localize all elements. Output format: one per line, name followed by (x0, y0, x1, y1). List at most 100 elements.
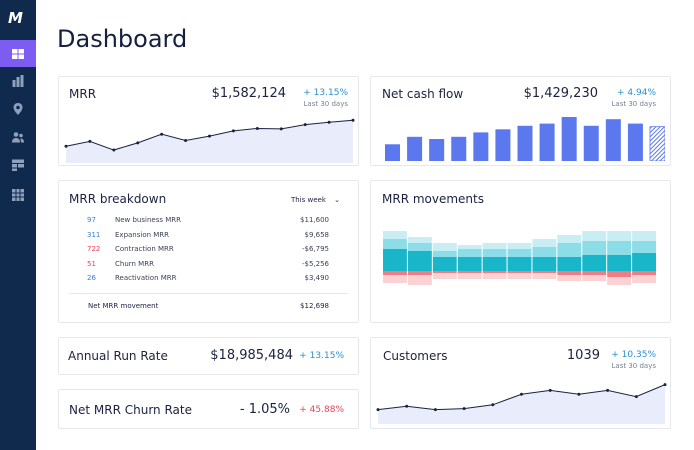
nav-customers[interactable] (0, 123, 36, 150)
mrr-period: Last 30 days (303, 100, 348, 108)
net-mrr-churn-change: + 45.88% (299, 405, 344, 415)
net-mrr-churn-card[interactable]: Net MRR Churn Rate - 1.05% + 45.88% (58, 389, 359, 429)
mrr-breakdown-row[interactable]: 26 Reactivation MRR $3,490 (59, 274, 357, 288)
churn-segment (407, 275, 432, 285)
movement-segment (407, 251, 432, 271)
data-point (112, 148, 116, 152)
cash-flow-bar (451, 136, 467, 161)
movement-segment (383, 231, 407, 239)
nav-locations[interactable] (0, 95, 36, 122)
mrr-breakdown-row[interactable]: 51 Churn MRR -$5,256 (59, 260, 357, 274)
movement-segment (632, 241, 656, 253)
row-label: Reactivation MRR (115, 274, 177, 283)
movement-segment (582, 231, 607, 241)
data-point (405, 404, 409, 408)
users-icon (12, 131, 24, 142)
net-cash-flow-period: Last 30 days (611, 100, 656, 108)
customers-card[interactable]: Customers 1039 + 10.35% Last 30 days (370, 337, 671, 429)
movement-segment (532, 239, 557, 247)
net-cash-flow-title: Net cash flow (382, 87, 464, 101)
mrr-breakdown-row[interactable]: 311 Expansion MRR $9,658 (59, 231, 357, 245)
movement-segment (457, 249, 482, 257)
data-point (184, 138, 188, 142)
contraction-segment (607, 271, 632, 277)
contraction-segment (582, 271, 607, 275)
movement-segment (507, 249, 532, 257)
mrr-breakdown-row[interactable]: 97 New business MRR $11,600 (59, 216, 357, 230)
net-cash-flow-change: + 4.94% (617, 88, 656, 98)
row-label: Contraction MRR (115, 245, 174, 254)
nav-apps[interactable] (0, 181, 36, 208)
cash-flow-bar (517, 125, 533, 161)
movement-segment (557, 243, 582, 257)
data-point (208, 134, 211, 138)
total-amount: $12,698 (300, 302, 329, 310)
cash-flow-bar (385, 144, 400, 161)
cash-flow-bar (495, 129, 511, 161)
movement-segment (532, 247, 557, 257)
mrr-movements-card[interactable]: MRR movements (370, 180, 671, 323)
movement-segment (582, 241, 607, 255)
line-area (66, 120, 353, 163)
data-point (303, 123, 307, 127)
cash-flow-bar (429, 139, 445, 161)
churn-segment (532, 273, 557, 279)
movement-segment (582, 255, 607, 271)
movement-segment (507, 257, 532, 271)
cash-flow-bar (583, 125, 599, 161)
mrr-value: $1,582,124 (211, 86, 286, 101)
contraction-segment (632, 271, 656, 275)
movement-segment (507, 243, 532, 249)
churn-segment (582, 275, 607, 281)
data-point (64, 144, 68, 148)
bar-chart-icon (12, 74, 24, 87)
net-mrr-churn-title: Net MRR Churn Rate (69, 403, 192, 417)
row-count: 311 (87, 230, 101, 239)
nav-layouts[interactable] (0, 151, 36, 178)
nav-dashboard[interactable] (0, 40, 36, 67)
row-count: 26 (87, 274, 96, 283)
mrr-title: MRR (69, 87, 97, 101)
brand-logo[interactable]: M (8, 9, 23, 27)
nav-reports[interactable] (0, 67, 36, 94)
movement-segment (407, 243, 432, 251)
cash-flow-bar (407, 136, 423, 161)
mrr-card[interactable]: MRR $1,582,124 + 13.15% Last 30 days (58, 76, 359, 166)
data-point (634, 395, 638, 399)
annual-run-rate-card[interactable]: Annual Run Rate $18,985,484 + 13.15% (58, 337, 359, 375)
total-label: Net MRR movement (88, 302, 159, 310)
mrr-breakdown-total: Net MRR movement $12,698 (59, 302, 357, 316)
cash-flow-bar (539, 123, 555, 161)
line-area (378, 384, 665, 424)
period-dropdown[interactable]: This week ⌄ (291, 196, 340, 204)
contraction-segment (532, 271, 557, 273)
sidebar: M (0, 0, 36, 450)
movement-segment (557, 235, 582, 243)
net-cash-flow-card[interactable]: Net cash flow $1,429,230 + 4.94% Last 30… (370, 76, 671, 166)
movement-segment (432, 257, 457, 271)
mrr-change: + 13.15% (303, 88, 348, 98)
mrr-movements-title: MRR movements (382, 192, 484, 206)
movement-segment (482, 243, 507, 249)
movement-segment (407, 237, 432, 243)
movement-segment (632, 231, 656, 241)
churn-segment (557, 275, 582, 281)
data-point (548, 388, 552, 392)
contraction-segment (482, 271, 507, 273)
dashboard-icon (12, 48, 24, 59)
contraction-segment (507, 271, 532, 273)
churn-segment (507, 273, 532, 279)
movement-segment (457, 257, 482, 271)
movement-segment (432, 251, 457, 257)
mrr-breakdown-card[interactable]: MRR breakdown This week ⌄ 97 New business… (58, 180, 359, 323)
movement-segment (482, 249, 507, 257)
data-point (663, 383, 667, 387)
data-point (462, 407, 466, 411)
mrr-movements-stacked-chart (383, 231, 656, 285)
contraction-segment (432, 271, 457, 273)
mrr-breakdown-row[interactable]: 722 Contraction MRR -$6,795 (59, 245, 357, 259)
row-amount: -$5,256 (301, 259, 329, 268)
churn-segment (457, 273, 482, 279)
cash-flow-bar (649, 126, 665, 161)
row-amount: $11,600 (300, 216, 329, 224)
